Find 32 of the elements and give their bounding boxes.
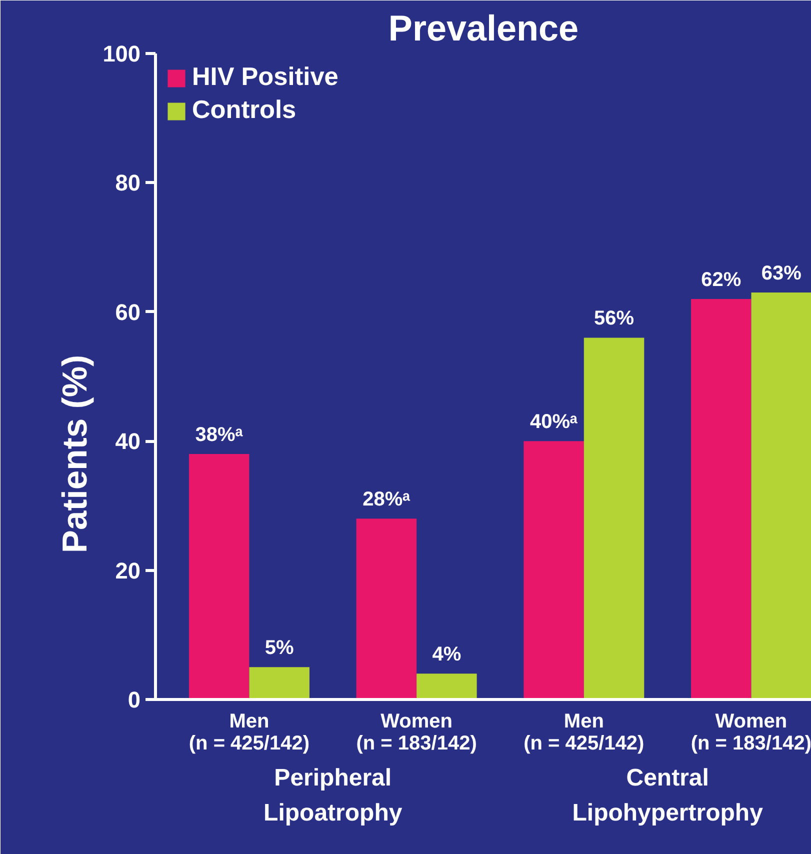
data-label: 40%ᵃ: [530, 411, 578, 434]
bar: [356, 518, 417, 700]
data-label: 28%ᵃ: [362, 488, 411, 511]
bar: [751, 292, 811, 700]
x-tick-label: Women (n = 183/142): [356, 710, 477, 754]
bar: [524, 441, 584, 700]
chart-title: Prevalence: [388, 8, 579, 48]
bar: [188, 454, 250, 700]
data-label: 4%: [432, 644, 462, 666]
bar: [584, 338, 644, 700]
data-label: 38%ᵃ: [195, 424, 244, 446]
text: Peripheral Lipoatrophy: [264, 764, 403, 827]
data-label: 5%: [264, 637, 294, 660]
data-label: 56%: [594, 308, 634, 330]
x-tick-label: Men (n = 425/142): [188, 710, 310, 754]
data-label: 62%: [701, 268, 742, 291]
x-tick-label: Men (n = 425/142): [524, 710, 644, 754]
y-axis-title: Patients (%): [56, 354, 95, 554]
legend-label: Controls: [192, 96, 296, 125]
bar: [416, 674, 477, 700]
y-tick-label: 100: [102, 40, 141, 66]
y-tick-label: 0: [128, 686, 141, 712]
bar: [691, 298, 752, 700]
y-tick-label: 40: [115, 428, 140, 454]
y-tick-label: 60: [115, 298, 140, 325]
y-tick-label: 80: [115, 170, 140, 196]
x-tick-label: Women (n = 183/142): [690, 710, 811, 754]
legend-label: HIV Positive: [192, 63, 338, 92]
bar: [249, 667, 310, 700]
data-label: 63%: [761, 262, 802, 285]
text: Central Lipohypertrophy: [572, 764, 764, 827]
y-tick-label: 20: [115, 557, 140, 584]
